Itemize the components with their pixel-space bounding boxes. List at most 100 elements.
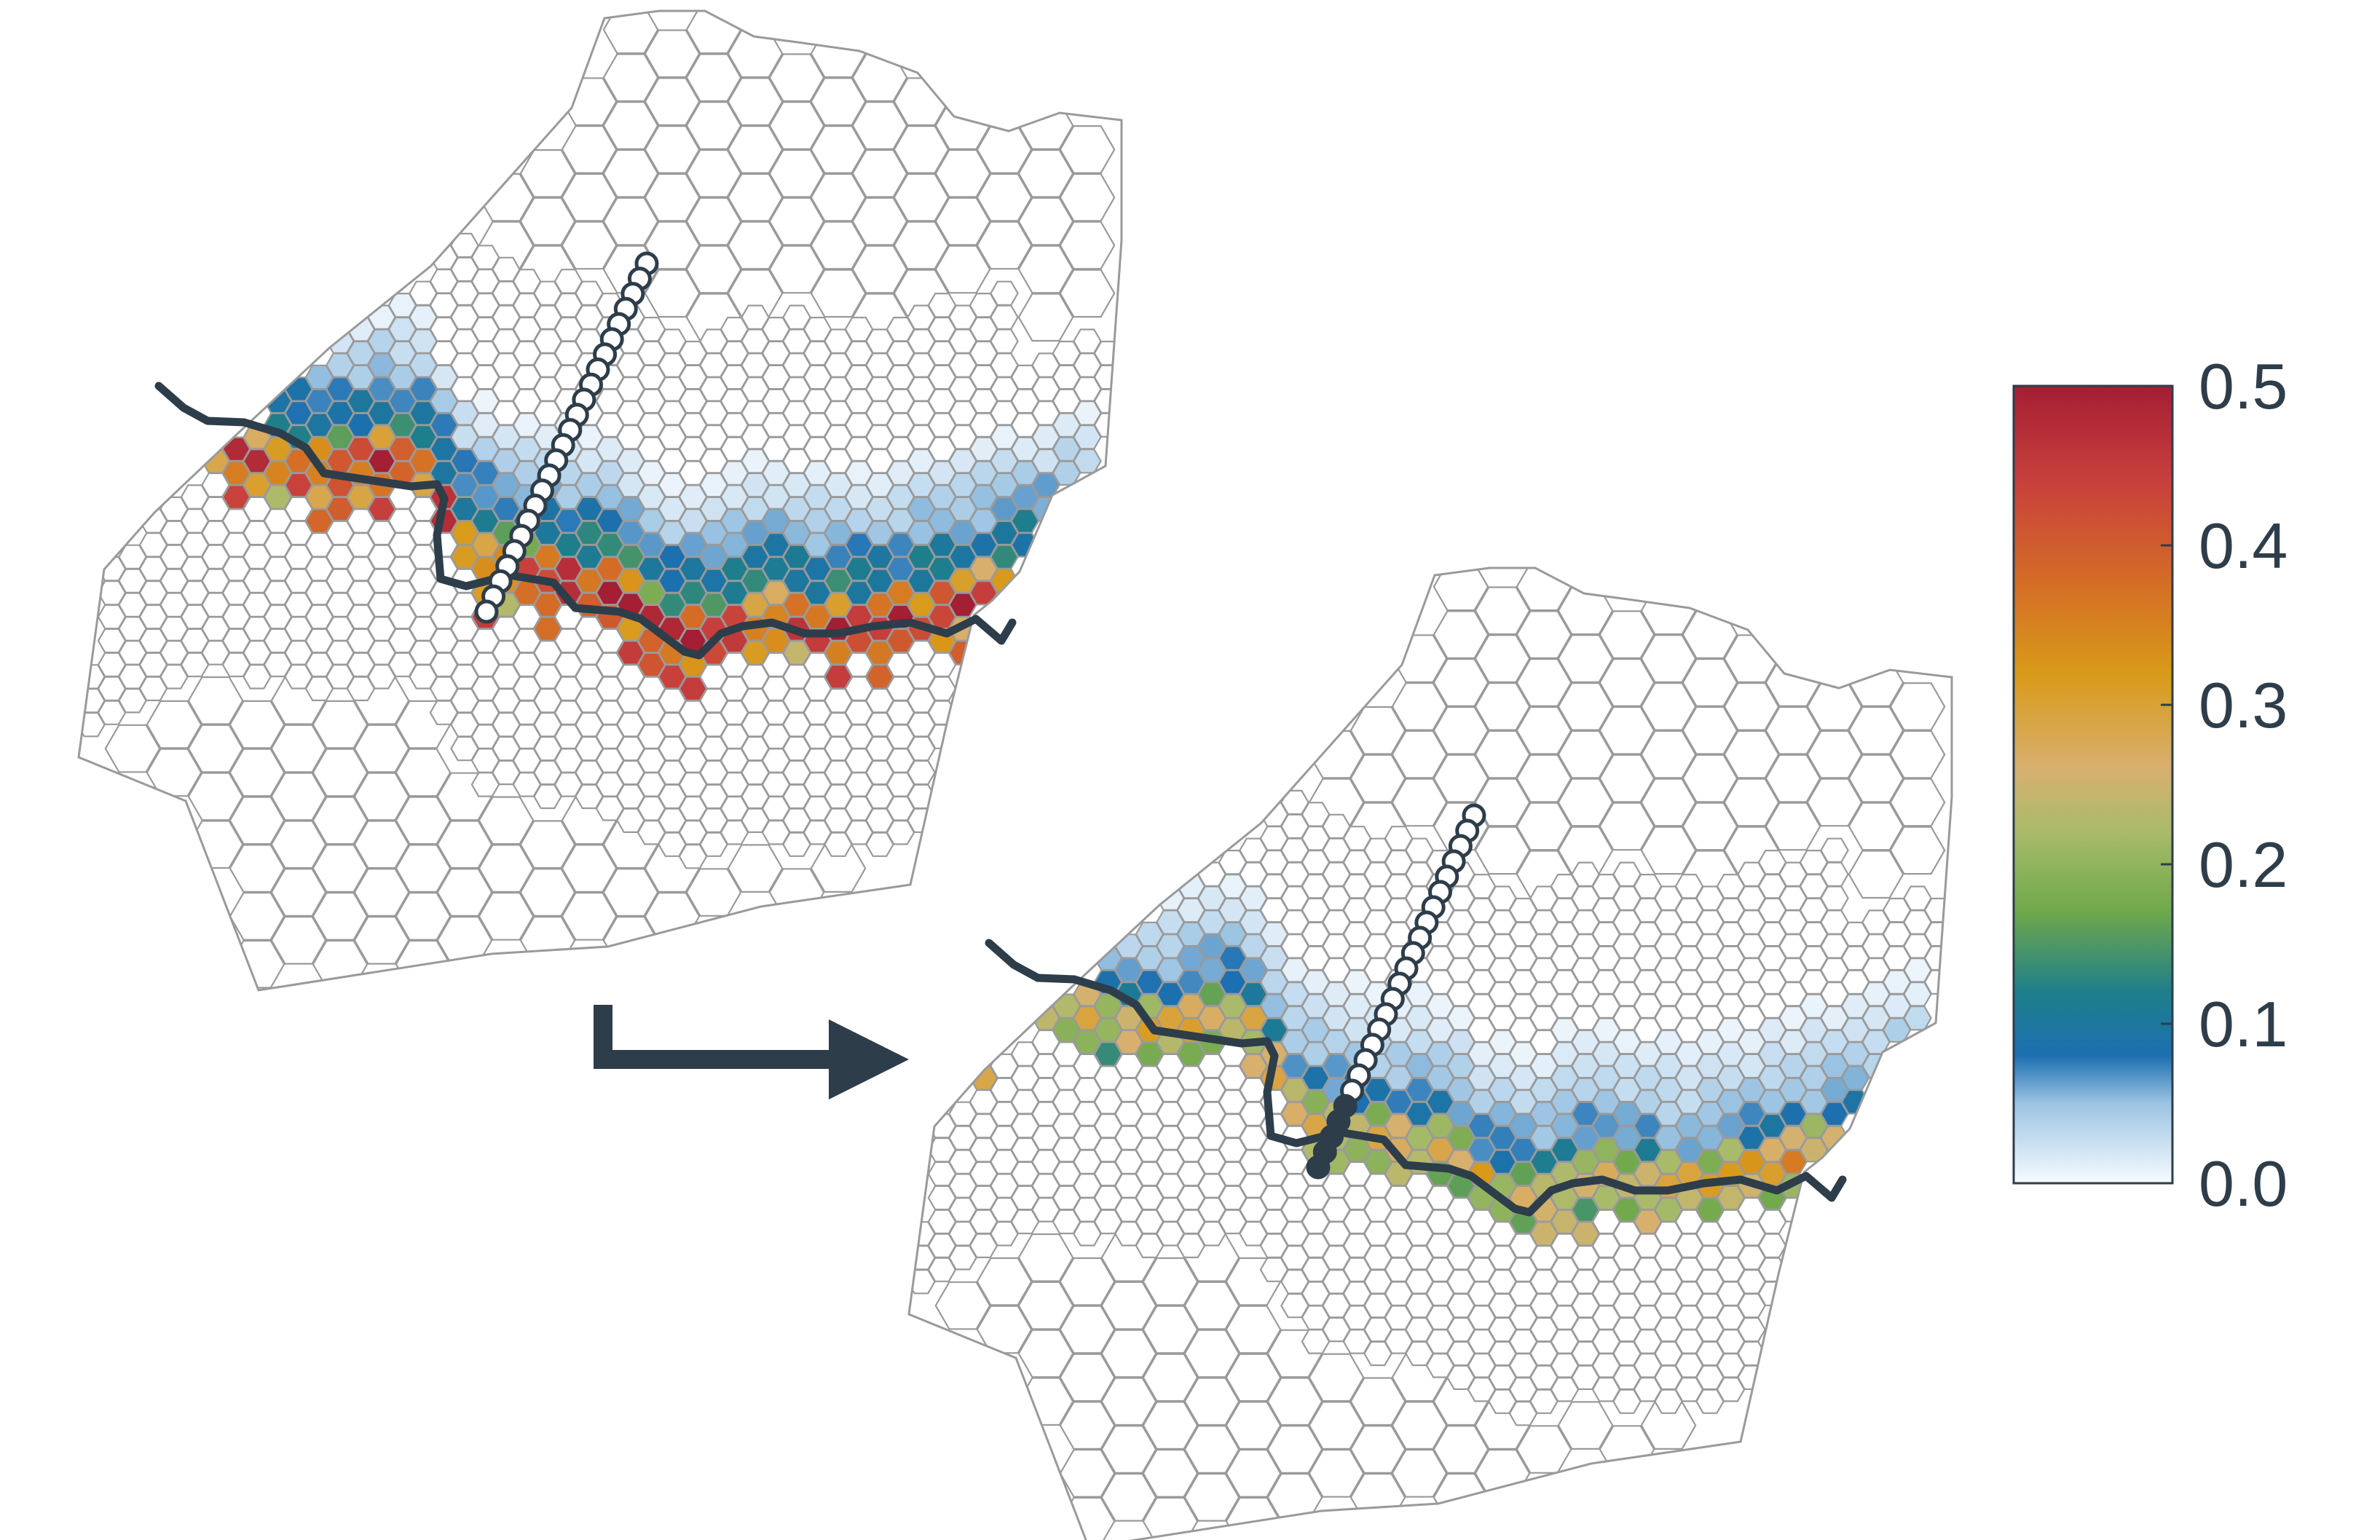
mesh-cell: [1903, 1005, 1932, 1031]
mesh-cell: [1183, 1472, 1240, 1522]
mesh-cell: [1474, 730, 1531, 779]
mesh-cell: [1059, 1353, 1116, 1402]
mesh-cell: [1806, 730, 1863, 779]
colorbar-tick-label: 0.3: [2199, 669, 2288, 741]
mesh-cell: [1737, 1365, 1766, 1391]
mesh-cell: [1889, 730, 1946, 779]
mesh-cell: [1474, 634, 1531, 683]
mesh-cell: [561, 844, 618, 893]
mesh-cell: [1640, 634, 1697, 683]
mesh-cell: [990, 280, 1019, 306]
mesh-cell: [851, 149, 908, 198]
mesh-cell: [1093, 388, 1122, 414]
mesh-cell: [1923, 897, 1952, 923]
mesh-cell: [1391, 1401, 1448, 1450]
mesh-cell: [561, 892, 618, 941]
mesh-cell: [1765, 754, 1821, 803]
mesh-cell: [1682, 658, 1738, 707]
profile-markers: [474, 251, 659, 624]
colorbar-tick-label: 0.5: [2199, 350, 2288, 422]
mesh-cell: [810, 173, 867, 222]
mesh-cell: [990, 304, 1019, 330]
profile-marker: [474, 599, 499, 624]
mesh-cell: [353, 820, 410, 869]
mesh-cell: [519, 868, 576, 917]
mesh-cell: [1723, 682, 1780, 731]
mesh-cell: [727, 173, 784, 222]
mesh-cell: [1820, 885, 1849, 911]
mesh-cell: [976, 221, 1033, 270]
mesh-cell: [436, 868, 493, 917]
mesh-cell: [1349, 1425, 1406, 1474]
colorbar-gradient: [2012, 384, 2174, 1185]
mesh-cell: [1100, 1377, 1157, 1426]
mesh-cell: [1017, 245, 1074, 294]
mesh-cell: [1820, 861, 1849, 888]
mesh-cell: [1100, 1329, 1157, 1378]
colorbar: 0.0 0.1 0.2 0.3 0.4 0.5: [2012, 350, 2288, 1220]
mesh-cell: [1093, 340, 1122, 366]
mesh-cell: [1682, 706, 1738, 755]
mesh-cell: [1391, 682, 1448, 731]
mesh-cell: [1183, 1377, 1240, 1426]
mesh-cell: [1599, 658, 1655, 707]
mesh-cell: [1557, 682, 1614, 731]
mesh-cell: [1017, 197, 1074, 246]
mesh-cell: [1557, 730, 1614, 779]
mesh-cell: [1073, 448, 1102, 474]
right-angle-arrow-icon: [594, 1005, 909, 1099]
mesh-cell: [768, 197, 825, 246]
mesh-cell: [1225, 1449, 1282, 1498]
mesh-cell: [602, 868, 659, 917]
mesh-cell: [146, 748, 202, 797]
mesh-cell: [478, 892, 535, 941]
domain-outline: [907, 566, 1953, 1540]
mesh-cell: [976, 1305, 1033, 1354]
mesh-cell: [976, 173, 1033, 222]
mesh-cell: [685, 245, 742, 294]
mesh-cell: [1923, 921, 1952, 947]
mesh-cell: [1433, 610, 1489, 660]
mesh-cell: [1183, 1425, 1240, 1474]
mesh-cell: [1848, 706, 1904, 755]
mesh-cell: [519, 149, 576, 198]
mesh-cell: [270, 820, 327, 869]
mesh-cell: [893, 173, 950, 222]
mesh-cell: [1059, 125, 1116, 174]
mesh-cell: [810, 77, 867, 126]
colorbar-ticks: 0.0 0.1 0.2 0.3 0.4 0.5: [2161, 350, 2288, 1220]
mesh-cell: [1100, 1425, 1157, 1474]
mesh-cell: [395, 892, 452, 941]
mesh-cell: [1599, 706, 1655, 755]
mesh-cell: [602, 149, 659, 198]
mesh-cell: [1516, 610, 1572, 660]
mesh-cell: [1308, 1401, 1365, 1450]
mesh-cell: [353, 724, 410, 773]
boundary-line: [985, 939, 1847, 1217]
mesh-cell: [1820, 837, 1849, 864]
mesh-cell: [1516, 802, 1572, 851]
mesh-cell: [893, 221, 950, 270]
mesh-cell: [934, 149, 991, 198]
mesh-cell: [436, 820, 493, 869]
mesh-cell: [1848, 754, 1904, 803]
mesh-cell: [1474, 826, 1531, 875]
colorbar-tick-label: 0.2: [2199, 829, 2288, 901]
mesh-cell: [893, 125, 950, 174]
mesh-cell: [229, 700, 285, 749]
mesh-cell: [270, 724, 327, 773]
mesh-cell: [1391, 1449, 1448, 1498]
mesh-cell: [519, 820, 576, 869]
mesh-cell: [907, 759, 936, 786]
mesh-cell: [353, 772, 410, 821]
mesh-cell: [1848, 802, 1904, 851]
mesh-cell: [1059, 221, 1116, 270]
mesh-cell: [1349, 1377, 1406, 1426]
mesh-cell: [685, 101, 742, 150]
mesh-cell: [353, 868, 410, 917]
mesh-cell: [229, 796, 285, 845]
mesh-cell: [1723, 730, 1780, 779]
mesh-cell: [768, 101, 825, 150]
mesh-cell: [1308, 1449, 1365, 1498]
mesh-cell: [146, 700, 202, 749]
